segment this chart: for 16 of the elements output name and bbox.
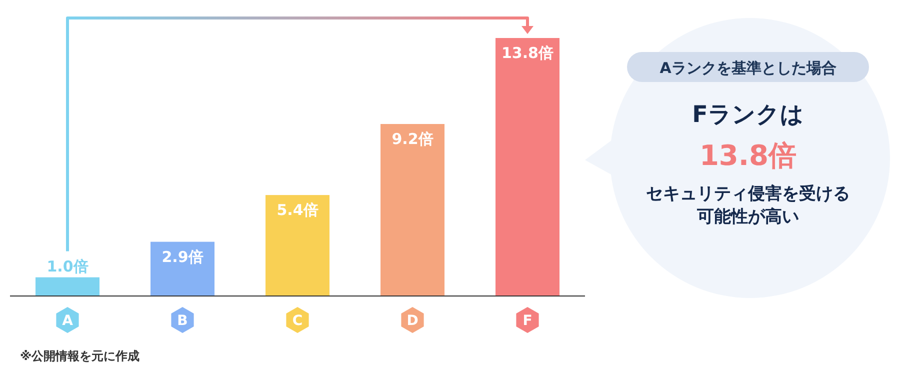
x-tick-label: B (177, 313, 188, 329)
text: 13.8倍 (699, 139, 797, 172)
text: Aランクを基準とした場合 (660, 59, 836, 77)
data-label: 2.9倍 (162, 248, 204, 266)
text: ※公開情報を元に作成 (20, 349, 140, 363)
text: 可能性が高い (696, 207, 799, 227)
data-label: 9.2倍 (392, 130, 434, 148)
text: Fランクは (692, 102, 804, 128)
x-tick-label: A (62, 313, 74, 329)
text: セキュリティ侵害を受ける (646, 184, 850, 204)
x-tick-label: D (406, 313, 418, 329)
x-tick-label: C (292, 313, 303, 329)
x-tick-label: F (522, 313, 532, 329)
data-label: 1.0倍 (46, 257, 88, 276)
data-label: 5.4倍 (276, 201, 318, 220)
data-label: 13.8倍 (501, 44, 554, 62)
